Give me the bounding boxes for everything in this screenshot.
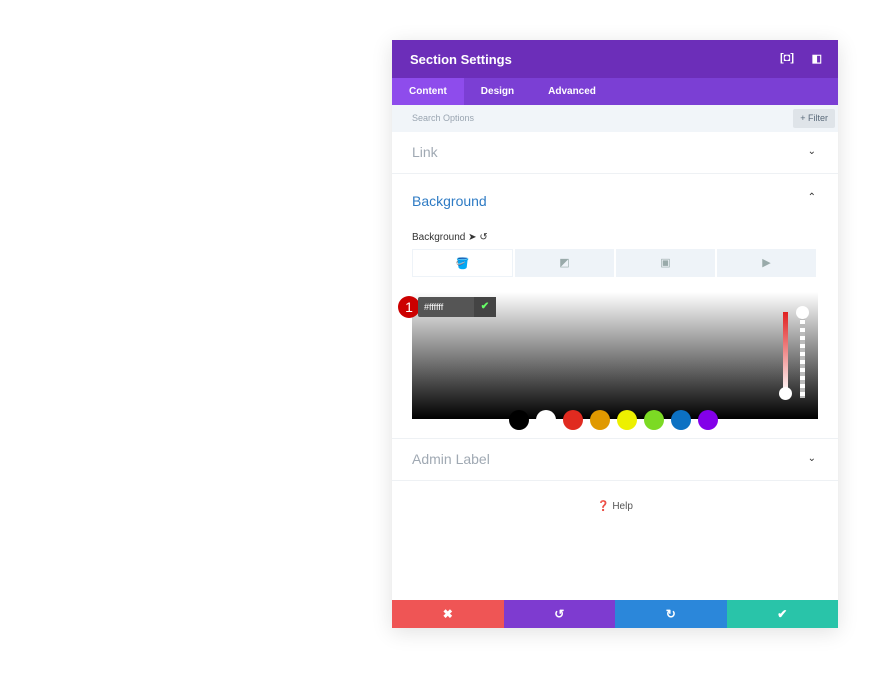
sidebar-icon[interactable]: ◧ xyxy=(811,53,822,65)
help-link[interactable]: ❓ Help xyxy=(392,501,838,512)
color-swatch[interactable] xyxy=(536,410,556,430)
admin-label-section[interactable]: Admin Label ⌄ xyxy=(392,439,838,481)
cursor-icon[interactable]: ➤ xyxy=(468,232,477,243)
chevron-down-icon: ⌄ xyxy=(807,453,816,464)
color-swatch[interactable] xyxy=(563,410,583,430)
tab-design[interactable]: Design xyxy=(480,86,515,97)
filter-button[interactable]: + Filter xyxy=(793,109,835,128)
panel-title: Section Settings xyxy=(410,51,512,67)
tab-content[interactable]: Content xyxy=(392,78,464,105)
link-section[interactable]: Link ⌄ xyxy=(392,132,838,174)
color-tab[interactable]: 🪣 xyxy=(412,249,513,277)
background-section: Background ⌃ Background ➤ ↺ 🪣 ◩ ▣ ▶ 1 #f… xyxy=(392,174,838,439)
redo-button[interactable]: ↻ xyxy=(615,600,727,628)
color-swatch[interactable] xyxy=(617,410,637,430)
background-label: Background xyxy=(412,232,466,243)
search-options-input[interactable]: Search Options + Filter xyxy=(392,105,838,132)
help-icon: ❓ xyxy=(597,501,610,512)
opacity-handle[interactable] xyxy=(796,306,809,319)
check-icon[interactable]: ✔ xyxy=(474,297,496,317)
hue-handle[interactable] xyxy=(779,387,792,400)
help-label: Help xyxy=(612,501,633,512)
color-picker[interactable]: 1 #ffffff ✔ xyxy=(398,292,818,430)
color-swatch[interactable] xyxy=(509,410,529,430)
chevron-up-icon[interactable]: ⌃ xyxy=(807,192,816,203)
color-swatch[interactable] xyxy=(590,410,610,430)
link-title: Link xyxy=(412,144,438,160)
color-swatch[interactable] xyxy=(698,410,718,430)
search-placeholder: Search Options xyxy=(412,113,475,123)
video-tab[interactable]: ▶ xyxy=(717,249,816,277)
opacity-slider[interactable] xyxy=(800,312,805,398)
hex-input[interactable]: #ffffff ✔ xyxy=(418,297,496,317)
background-title[interactable]: Background xyxy=(412,193,487,209)
panel-header: Section Settings [◘] ◧ xyxy=(392,40,838,78)
image-tab[interactable]: ▣ xyxy=(616,249,715,277)
save-button[interactable]: ✔ xyxy=(726,600,838,628)
color-swatch[interactable] xyxy=(644,410,664,430)
admin-title: Admin Label xyxy=(412,451,490,467)
chevron-down-icon: ⌄ xyxy=(807,146,816,157)
cancel-button[interactable]: ✖ xyxy=(392,600,504,628)
focus-icon[interactable]: [◘] xyxy=(780,52,794,64)
hex-value: #ffffff xyxy=(424,302,444,312)
tab-advanced[interactable]: Advanced xyxy=(548,86,596,97)
settings-panel: Section Settings [◘] ◧ Content Design Ad… xyxy=(392,40,838,628)
gradient-tab[interactable]: ◩ xyxy=(515,249,614,277)
reset-icon[interactable]: ↺ xyxy=(479,232,488,243)
color-swatch[interactable] xyxy=(671,410,691,430)
hue-slider[interactable] xyxy=(783,312,788,394)
undo-button[interactable]: ↺ xyxy=(503,600,615,628)
step-badge: 1 xyxy=(398,296,420,318)
